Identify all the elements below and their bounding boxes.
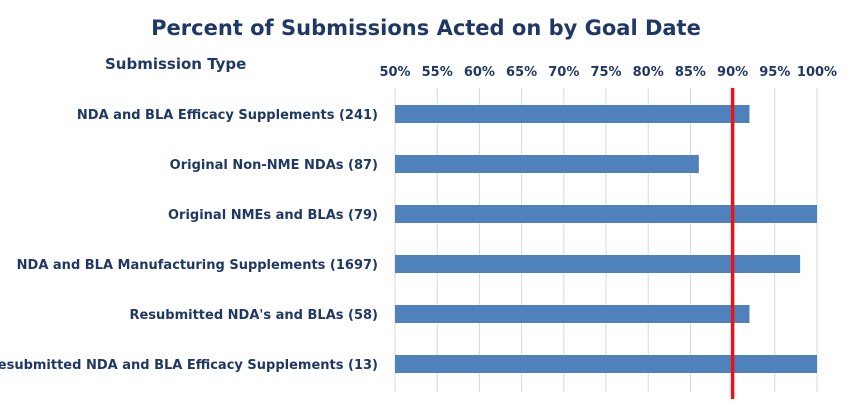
x-tick-label: 85% — [675, 65, 706, 80]
category-label: Resubmitted NDA and BLA Efficacy Supplem… — [0, 358, 378, 373]
bar — [395, 355, 817, 373]
x-tick-label: 90% — [717, 65, 748, 80]
x-axis-ticks: 50% 55% 60% 65% 70% 75% 80% 85% 90% 95% 100% — [379, 65, 837, 80]
category-labels: NDA and BLA Efficacy Supplements (241) Or… — [0, 108, 378, 373]
bar — [395, 105, 750, 123]
x-tick-label: 55% — [422, 65, 453, 80]
x-tick-label: 65% — [506, 65, 537, 80]
category-label: Resubmitted NDA's and BLAs (58) — [129, 308, 378, 323]
bar — [395, 205, 817, 223]
category-axis-header: Submission Type — [105, 55, 246, 73]
chart-title: Percent of Submissions Acted on by Goal … — [151, 16, 701, 40]
bar — [395, 255, 801, 273]
x-tick-label: 60% — [464, 65, 495, 80]
x-tick-label: 100% — [797, 65, 837, 80]
gridlines — [394, 88, 818, 392]
x-tick-label: 80% — [633, 65, 664, 80]
bar — [395, 155, 699, 173]
category-label: Original NMEs and BLAs (79) — [168, 208, 378, 223]
bars — [395, 105, 817, 373]
category-label: NDA and BLA Efficacy Supplements (241) — [77, 108, 378, 123]
x-tick-label: 95% — [759, 65, 790, 80]
x-tick-label: 70% — [548, 65, 579, 80]
category-label: Original Non-NME NDAs (87) — [170, 158, 378, 173]
x-tick-label: 75% — [590, 65, 621, 80]
bar — [395, 305, 750, 323]
x-tick-label: 50% — [379, 65, 410, 80]
category-label: NDA and BLA Manufacturing Supplements (1… — [17, 258, 378, 273]
